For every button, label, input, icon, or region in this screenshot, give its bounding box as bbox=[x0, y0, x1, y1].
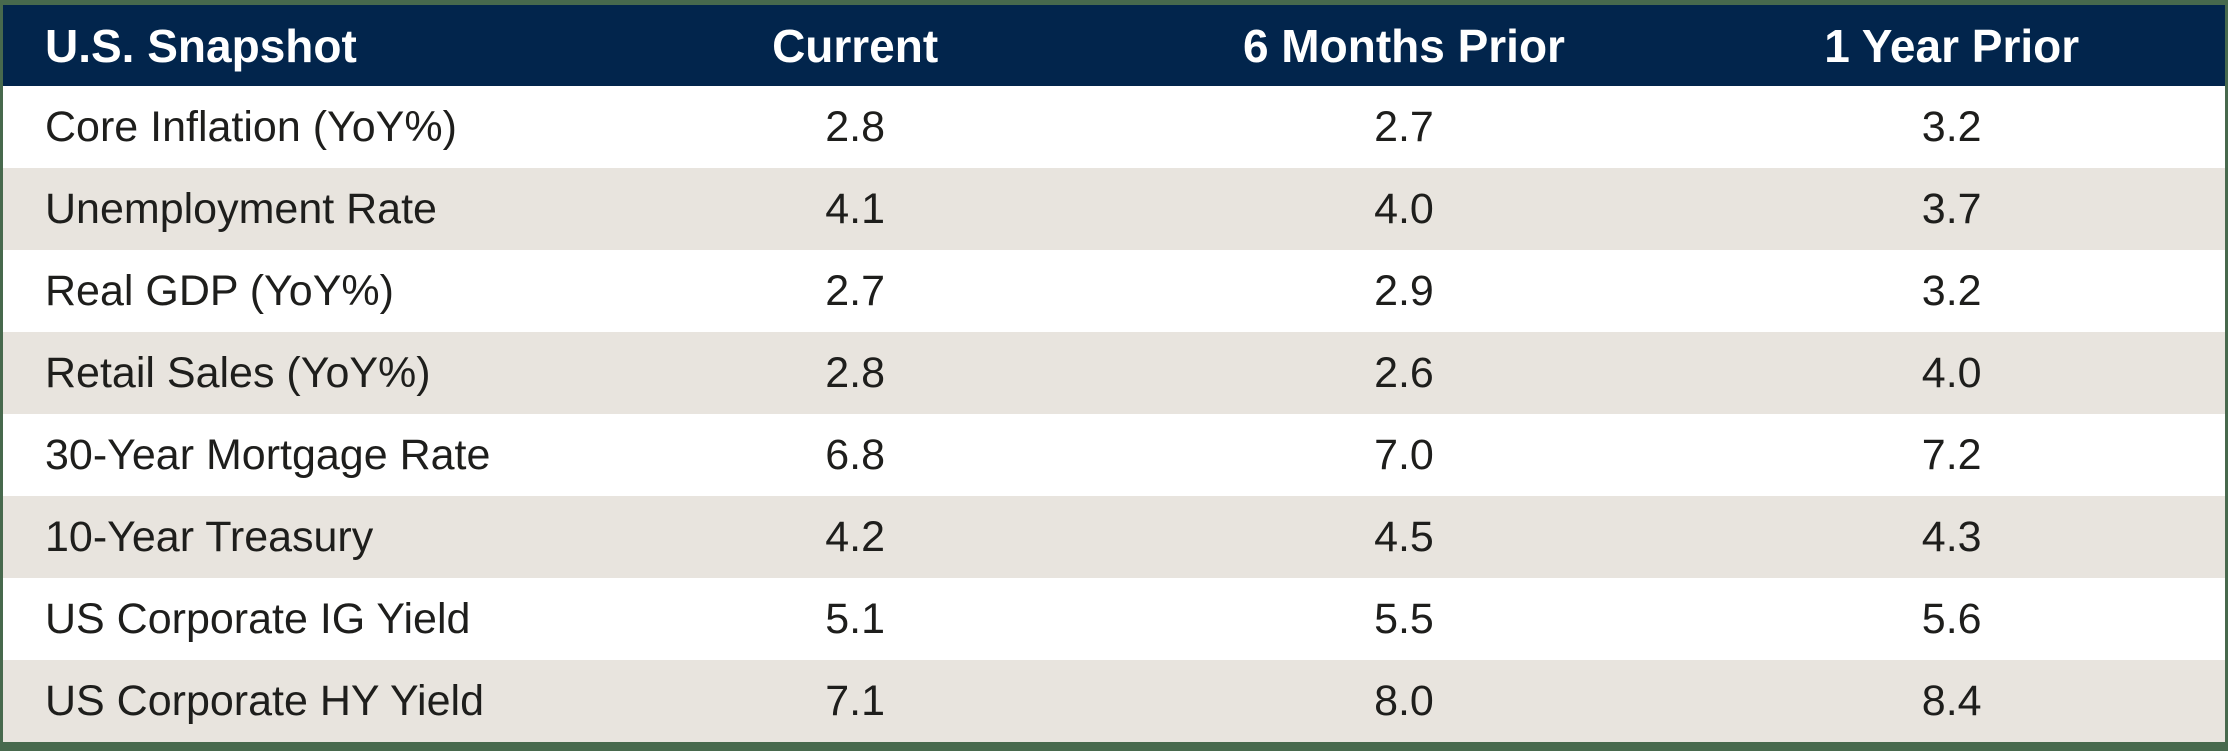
cell-current: 2.8 bbox=[825, 348, 886, 397]
cell-current: 5.1 bbox=[825, 594, 886, 643]
table-row-retail-sales: Retail Sales (YoY%) 2.8 2.6 4.0 bbox=[3, 332, 2225, 414]
row-label: Retail Sales (YoY%) bbox=[45, 348, 431, 397]
row-label: Unemployment Rate bbox=[45, 184, 437, 233]
cell-current: 6.8 bbox=[825, 430, 886, 479]
row-label: Core Inflation (YoY%) bbox=[45, 102, 457, 151]
cell-1yr: 3.2 bbox=[1921, 266, 1982, 315]
cell-6mo: 4.0 bbox=[1374, 184, 1434, 233]
table-row-10-year-treasury: 10-Year Treasury 4.2 4.5 4.3 bbox=[3, 496, 2225, 578]
cell-6mo: 2.7 bbox=[1374, 102, 1434, 151]
cell-current: 4.1 bbox=[825, 184, 886, 233]
cell-6mo: 7.0 bbox=[1374, 430, 1434, 479]
row-label: 30-Year Mortgage Rate bbox=[45, 430, 491, 479]
cell-6mo: 2.9 bbox=[1374, 266, 1434, 315]
cell-6mo: 8.0 bbox=[1374, 676, 1434, 725]
cell-1yr: 4.3 bbox=[1921, 512, 1982, 561]
column-header-current: Current bbox=[772, 19, 939, 72]
row-label: 10-Year Treasury bbox=[45, 512, 374, 561]
table-row-30-year-mortgage-rate: 30-Year Mortgage Rate 6.8 7.0 7.2 bbox=[3, 414, 2225, 496]
table-row-core-inflation: Core Inflation (YoY%) 2.8 2.7 3.2 bbox=[3, 86, 2225, 168]
row-label: US Corporate HY Yield bbox=[45, 676, 484, 725]
cell-1yr: 5.6 bbox=[1921, 594, 1982, 643]
table-row-us-corporate-hy-yield: US Corporate HY Yield 7.1 8.0 8.4 bbox=[3, 660, 2225, 742]
cell-current: 2.8 bbox=[825, 102, 886, 151]
table-row-us-corporate-ig-yield: US Corporate IG Yield 5.1 5.5 5.6 bbox=[3, 578, 2225, 660]
cell-1yr: 3.7 bbox=[1921, 184, 1982, 233]
row-label: Real GDP (YoY%) bbox=[45, 266, 394, 315]
cell-1yr: 4.0 bbox=[1921, 348, 1982, 397]
cell-6mo: 5.5 bbox=[1374, 594, 1434, 643]
table-title: U.S. Snapshot bbox=[45, 19, 357, 72]
table-row-unemployment-rate: Unemployment Rate 4.1 4.0 3.7 bbox=[3, 168, 2225, 250]
column-header-1-year-prior: 1 Year Prior bbox=[1824, 19, 2080, 72]
cell-current: 4.2 bbox=[825, 512, 886, 561]
table-body: Core Inflation (YoY%) 2.8 2.7 3.2 Unempl… bbox=[3, 86, 2225, 742]
table-header-row: U.S. Snapshot Current 6 Months Prior 1 Y… bbox=[3, 5, 2225, 86]
cell-current: 2.7 bbox=[825, 266, 886, 315]
cell-1yr: 8.4 bbox=[1921, 676, 1982, 725]
cell-1yr: 3.2 bbox=[1921, 102, 1982, 151]
cell-6mo: 2.6 bbox=[1374, 348, 1434, 397]
table-row-real-gdp: Real GDP (YoY%) 2.7 2.9 3.2 bbox=[3, 250, 2225, 332]
row-label: US Corporate IG Yield bbox=[45, 594, 471, 643]
column-header-6-months-prior: 6 Months Prior bbox=[1242, 19, 1565, 72]
cell-6mo: 4.5 bbox=[1374, 512, 1434, 561]
cell-current: 7.1 bbox=[825, 676, 886, 725]
cell-1yr: 7.2 bbox=[1921, 430, 1982, 479]
